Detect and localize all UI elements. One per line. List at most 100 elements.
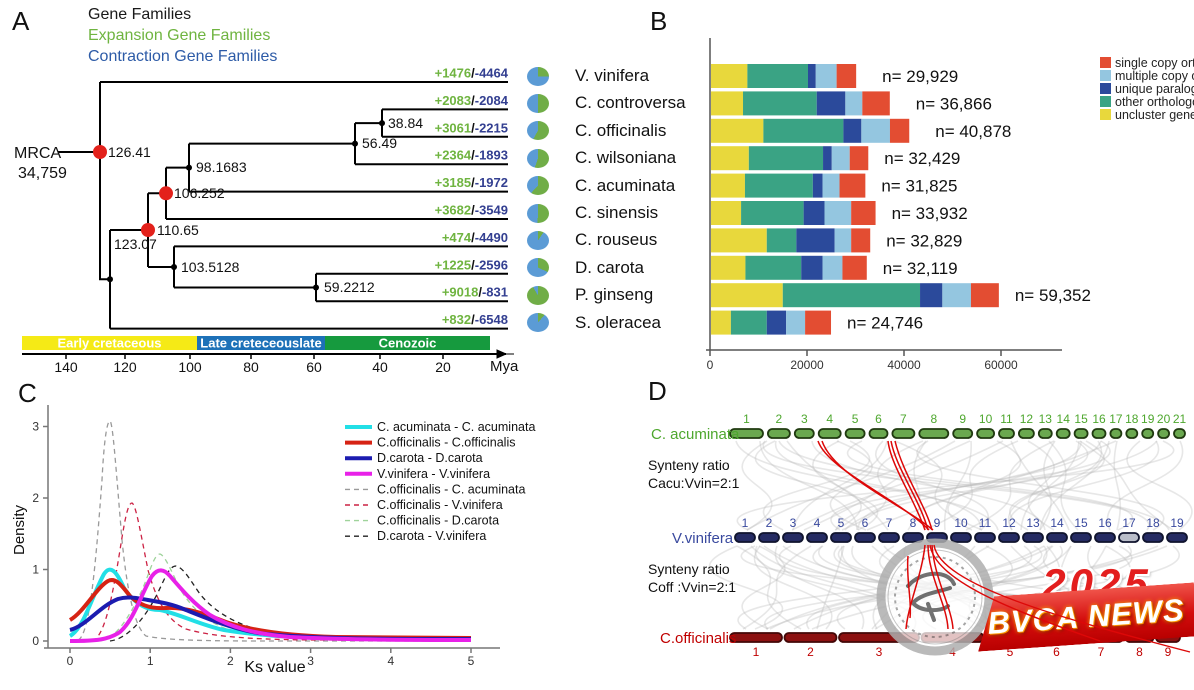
tip-separator: /: [478, 285, 482, 300]
tip-contraction: -2215: [475, 120, 508, 135]
c-legend-label-2: D.carota - D.carota: [377, 451, 483, 465]
mya-tick-80: 80: [243, 359, 259, 375]
chrom-num: 10: [954, 516, 968, 530]
c-legend-label-7: D.carota - V.vinifera: [377, 529, 486, 543]
node-age-123: 123.07: [114, 236, 157, 252]
tip-values-0: +1476/-4464: [435, 66, 509, 81]
synteny-ratio-notes: Synteny ratio Cacu:Vvin=2:1 Synteny rati…: [648, 457, 740, 595]
chrom-num: 18: [1125, 412, 1139, 426]
ortholog-barchart-svg: 0 20000 40000 60000 n= 29,929 n= 36,866 n= 40…: [706, 38, 1194, 372]
era-label-1: Late creteceouslate: [200, 336, 321, 351]
b-legend: single copy orthologous multiple copy or…: [1100, 56, 1194, 122]
chrom-num: 20: [1157, 412, 1171, 426]
chromosome-Cacuminata-16: [1091, 428, 1107, 439]
synteny-note-1-line2: Cacu:Vvin=2:1: [648, 475, 740, 491]
bar-seg: [836, 64, 857, 88]
tip-separator: /: [471, 175, 475, 190]
chromosome-Cacuminata-19: [1141, 428, 1155, 439]
species-name-2: C. officinalis: [575, 120, 667, 140]
c-axis-ticks: 0 1 2 3 4 5 0 1 2 3: [32, 420, 474, 669]
tree-node-dots: [93, 120, 385, 291]
bar-seg: [816, 91, 846, 116]
chrom-num: 13: [1039, 412, 1053, 426]
tip-separator: /: [471, 148, 475, 163]
tip-contraction: -1893: [475, 148, 508, 163]
c-legend-label-0: C. acuminata - C. acuminata: [377, 420, 535, 434]
bar-seg: [805, 310, 832, 335]
bar-seg: [766, 310, 787, 335]
bar-seg: [748, 146, 824, 171]
species-name-4: C. acuminata: [575, 175, 676, 195]
chrom-num: 2: [776, 412, 783, 426]
bar-seg: [920, 283, 943, 308]
chrom-num: 9: [1165, 645, 1172, 659]
chrom-num: 2: [766, 516, 773, 530]
bar-seg: [823, 146, 832, 171]
chrom-num: 14: [1050, 516, 1064, 530]
bar-seg: [849, 146, 869, 171]
curve-coff-cacu: [77, 420, 440, 642]
bar-seg: [744, 173, 813, 198]
chromosome-Cacuminata-14: [1055, 428, 1071, 439]
c-xtick-4: 4: [387, 654, 394, 668]
phylogenetic-tree-svg: 126.41 123.07 110.65 106.252 98.1683 56.…: [14, 66, 519, 376]
bar-seg: [803, 201, 825, 225]
chromosome-Cacuminata-4: [817, 428, 842, 439]
c-legend-label-1: C.officinalis - C.officinalis: [377, 436, 515, 450]
bar-seg: [741, 201, 804, 225]
species-name-6: C. rouseus: [575, 230, 658, 250]
mya-axis-arrow: [496, 349, 514, 359]
mya-tick-20: 20: [435, 359, 451, 375]
mya-tick-140: 140: [54, 359, 78, 375]
c-xtick-2: 2: [227, 654, 234, 668]
c-legend: C. acuminata - C. acuminata C.officinalis…: [345, 420, 535, 543]
c-legend-label-3: V.vinifera - V.vinifera: [377, 467, 490, 481]
chromosome-Cacuminata-13: [1037, 428, 1053, 439]
bar-seg: [808, 64, 816, 88]
era-1: [197, 336, 325, 350]
c-xtick-3: 3: [307, 654, 314, 668]
c-legend-label-5: C.officinalis - V.vinifera: [377, 498, 503, 512]
mrca-label: MRCA: [14, 145, 61, 162]
tip-contraction: -831: [482, 285, 508, 300]
node-age-59: 59.2212: [324, 279, 375, 295]
tip-contraction: -2596: [475, 257, 508, 272]
bar-seg: [711, 91, 744, 116]
chromosome-Vvinifera-4: [806, 532, 828, 543]
chrom-num: 3: [790, 516, 797, 530]
chromosome-Vvinifera-18: [1142, 532, 1164, 543]
density-curves: [68, 420, 472, 643]
red-node-root: [93, 145, 107, 159]
chrom-num: 17: [1109, 412, 1123, 426]
mya-tick-120: 120: [113, 359, 137, 375]
chrom-num: 4: [826, 412, 833, 426]
bar-seg: [851, 201, 876, 225]
species-name-1: C. controversa: [575, 93, 686, 113]
era-label-0: Early cretaceous: [57, 336, 161, 351]
chrom-num: 1: [753, 645, 760, 659]
chrom-num: 2: [807, 645, 814, 659]
bar-count-label-2: n= 40,878: [935, 122, 1011, 141]
bar-count-label-7: n= 32,119: [883, 259, 958, 278]
bar-seg: [801, 255, 823, 280]
panel-a-label: A: [12, 6, 30, 36]
chrom-num: 19: [1141, 412, 1155, 426]
c-legend-label-4: C.officinalis - C. acuminata: [377, 482, 525, 496]
bar-seg: [711, 146, 749, 171]
mrca-count: 34,759: [18, 165, 67, 182]
tip-expansion: +2364: [435, 148, 472, 163]
chromosome-Vvinifera-19: [1166, 532, 1188, 543]
tip-contraction: -1972: [475, 175, 508, 190]
b-tick-40000: 40000: [887, 358, 921, 372]
chromosome-Cacuminata-12: [1018, 428, 1035, 439]
bar-seg: [711, 283, 783, 308]
legend-swatch-uncluster: [1100, 109, 1111, 120]
chromosome-Cofficinalis-1: [729, 632, 783, 643]
tip-expansion: +3682: [435, 203, 472, 218]
tip-expansion: +474: [442, 230, 472, 245]
chromosome-Cacuminata-2: [767, 428, 791, 439]
bar-seg: [796, 228, 835, 253]
chromosome-Cacuminata-3: [793, 428, 815, 439]
era-2: [325, 336, 490, 350]
seal-ring: [876, 538, 994, 656]
